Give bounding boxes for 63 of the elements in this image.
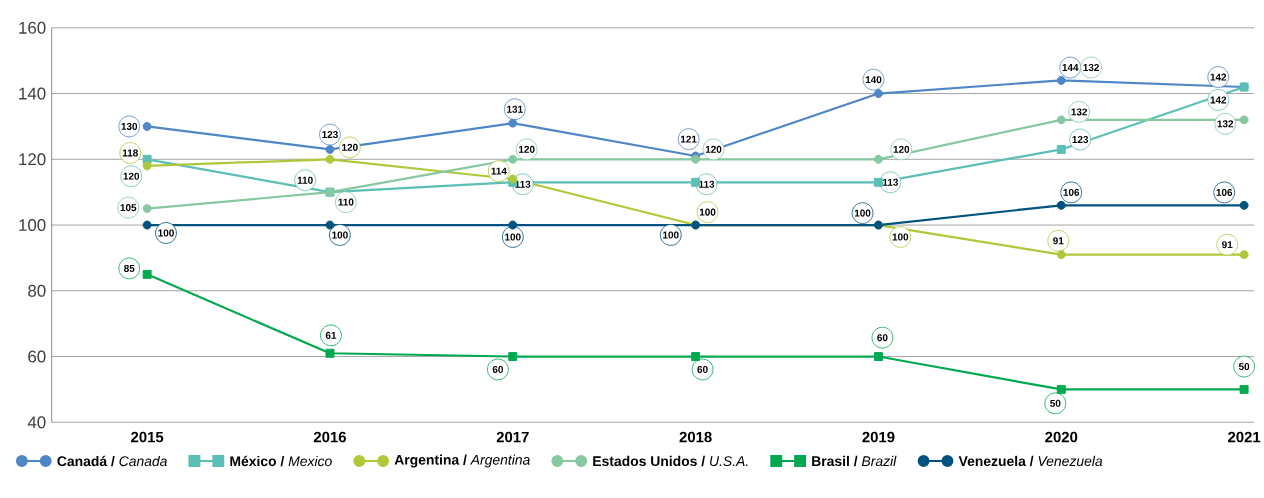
x-tick-label: 2015 (131, 431, 164, 443)
data-label: 91 (1053, 237, 1064, 245)
x-tick-label: 2021 (1228, 431, 1261, 443)
y-tick-label: 80 (28, 284, 46, 297)
x-tick-label: 2019 (862, 431, 895, 443)
x-tick-label: 2018 (679, 431, 712, 443)
data-label: 132 (1217, 120, 1234, 128)
data-label: 142 (1210, 96, 1227, 104)
data-label: 60 (492, 366, 504, 374)
data-label: 114 (491, 167, 507, 175)
data-label: 100 (158, 229, 174, 237)
y-tick-label: 140 (19, 87, 46, 100)
data-label: 113 (882, 178, 899, 186)
data-label: 120 (519, 145, 535, 153)
data-label: 100 (332, 231, 348, 239)
y-tick-label: 60 (28, 350, 46, 363)
data-label: 100 (699, 208, 716, 216)
data-label: 132 (1071, 108, 1088, 116)
data-label: 100 (854, 209, 871, 217)
data-label: 121 (680, 135, 697, 143)
x-tick-label: 2020 (1045, 431, 1078, 443)
data-label: 123 (1072, 136, 1089, 144)
data-label: 50 (1050, 399, 1061, 407)
data-label: 113 (515, 180, 531, 188)
annotation: 132 (1083, 64, 1099, 72)
data-label: 100 (505, 233, 521, 241)
data-label: 106 (1216, 188, 1233, 197)
x-tick-label: 2017 (496, 431, 529, 443)
legend-label: Brasil / Brazil (812, 455, 897, 467)
data-label: 50 (1238, 363, 1250, 371)
legend-label: Venezuela / Venezuela (958, 455, 1103, 467)
y-tick-label: 120 (19, 153, 46, 166)
legend-label: Estados Unidos / U.S.A. (593, 455, 748, 467)
data-label: 85 (124, 264, 135, 273)
legend-label: México / Mexico (230, 455, 332, 467)
data-label: 144 (1062, 64, 1079, 72)
data-label: 91 (1222, 241, 1233, 249)
data-label: 110 (297, 176, 313, 184)
data-label: 120 (123, 172, 140, 180)
data-label: 140 (865, 76, 882, 84)
data-label: 100 (663, 231, 679, 239)
x-tick-label: 2016 (313, 431, 346, 443)
y-tick-label: 160 (19, 21, 46, 34)
data-label: 61 (325, 331, 337, 339)
data-label: 130 (121, 123, 138, 131)
data-label: 120 (893, 145, 910, 153)
data-label: 118 (122, 149, 138, 157)
data-label: 120 (342, 143, 358, 151)
y-tick-label: 100 (19, 219, 46, 232)
data-label: 142 (1210, 73, 1227, 81)
data-label: 120 (705, 145, 722, 153)
data-label: 105 (120, 204, 137, 212)
data-label: 100 (892, 233, 909, 241)
data-label: 110 (338, 198, 354, 206)
data-label: 60 (697, 366, 708, 374)
data-label: 123 (322, 131, 338, 139)
data-label: 60 (877, 334, 888, 342)
data-label: 131 (507, 105, 523, 113)
data-label: 106 (1063, 188, 1080, 197)
legend-label: Canadá / Canada (57, 455, 167, 467)
data-label: 113 (699, 180, 715, 188)
legend-label: Argentina / Argentina (394, 454, 530, 468)
y-tick-label: 40 (27, 416, 46, 429)
